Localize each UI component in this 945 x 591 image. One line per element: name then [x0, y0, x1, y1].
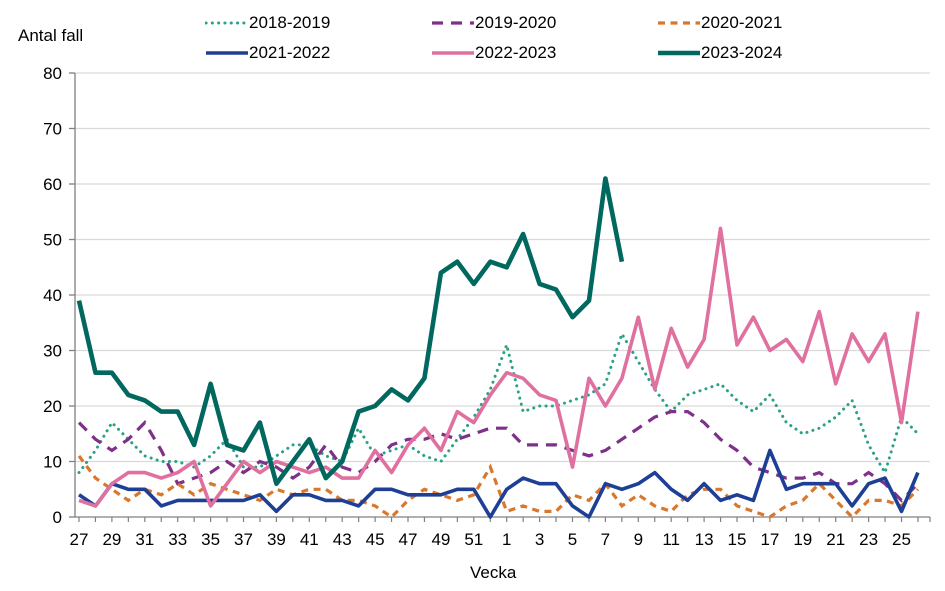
x-tick-label: 29 — [102, 530, 121, 549]
x-tick-label: 11 — [662, 530, 680, 549]
x-tick-label: 7 — [601, 530, 610, 549]
y-tick-label: 40 — [43, 286, 62, 305]
x-tick-label: 17 — [760, 530, 779, 549]
y-tick-label: 10 — [43, 453, 62, 472]
x-tick-label: 43 — [333, 530, 352, 549]
x-tick-label: 5 — [568, 530, 577, 549]
x-tick-label: 37 — [234, 530, 253, 549]
x-tick-label: 15 — [728, 530, 747, 549]
x-tick-label: 49 — [431, 530, 450, 549]
x-tick-label: 27 — [70, 530, 89, 549]
y-axis-title: Antal fall — [18, 26, 84, 45]
x-tick-label: 25 — [892, 530, 911, 549]
legend-row: 2018-2019 2019-2020 2020-2021 — [205, 8, 885, 38]
y-tick-label: 80 — [43, 64, 62, 83]
series-line-2019-2020 — [77, 410, 920, 503]
x-tick-label: 33 — [168, 530, 187, 549]
series-line-2018-2019 — [77, 330, 920, 477]
x-tick-label: 41 — [300, 530, 319, 549]
legend-item-2022-2023: 2022-2023 — [431, 42, 657, 64]
x-tick-label: 13 — [695, 530, 714, 549]
x-tick-label: 9 — [634, 530, 643, 549]
series-line-2022-2023 — [78, 226, 920, 508]
legend-line-sample — [432, 51, 474, 55]
legend-item-2019-2020: 2019-2020 — [431, 12, 657, 34]
x-tick-label: 47 — [399, 530, 418, 549]
legend-label: 2021-2022 — [249, 43, 331, 62]
legend-line-sample — [432, 21, 474, 25]
chart-legend: 2018-2019 2019-2020 2020-2021 2021-2022 … — [205, 8, 885, 68]
legend-line-sample — [205, 21, 249, 25]
x-tick-label: 1 — [502, 530, 511, 549]
y-tick-label: 60 — [43, 175, 62, 194]
legend-line-sample — [206, 51, 248, 55]
x-tick-label: 51 — [464, 530, 483, 549]
legend-item-2023-2024: 2023-2024 — [657, 42, 883, 64]
x-tick-label: 45 — [366, 530, 385, 549]
series-line-2023-2024 — [76, 176, 625, 487]
series-line-2021-2022 — [77, 448, 920, 519]
x-tick-label: 23 — [859, 530, 878, 549]
x-tick-label: 31 — [135, 530, 154, 549]
x-tick-label: 19 — [793, 530, 812, 549]
legend-label: 2022-2023 — [475, 43, 557, 62]
legend-row: 2021-2022 2022-2023 2023-2024 — [205, 38, 885, 68]
legend-label: 2018-2019 — [249, 13, 331, 32]
y-tick-label: 20 — [43, 397, 62, 416]
x-tick-label: 39 — [267, 530, 286, 549]
legend-label: 2023-2024 — [701, 43, 783, 62]
legend-line-sample — [658, 50, 700, 56]
legend-item-2018-2019: 2018-2019 — [205, 12, 431, 34]
legend-label: 2019-2020 — [475, 13, 557, 32]
legend-item-2020-2021: 2020-2021 — [657, 12, 883, 34]
y-tick-label: 30 — [43, 342, 62, 361]
legend-line-sample — [658, 21, 700, 25]
legend-label: 2020-2021 — [701, 13, 783, 32]
x-tick-label: 21 — [826, 530, 845, 549]
legend-item-2021-2022: 2021-2022 — [205, 42, 431, 64]
y-tick-label: 0 — [53, 508, 62, 527]
x-axis-title: Vecka — [470, 563, 517, 582]
y-tick-label: 50 — [43, 231, 62, 250]
x-tick-label: 35 — [201, 530, 220, 549]
x-tick-label: 3 — [535, 530, 544, 549]
y-tick-label: 70 — [43, 120, 62, 139]
